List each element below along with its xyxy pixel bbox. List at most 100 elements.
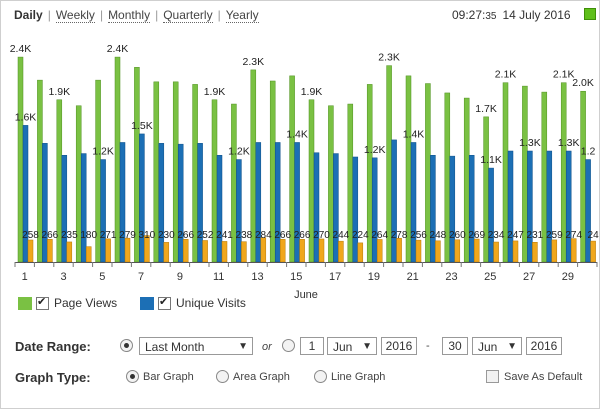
from-month-select[interactable]: Jun ▼ — [327, 337, 377, 355]
range-preset-select[interactable]: Last Month ▼ — [139, 337, 253, 355]
bar-unique-visits — [313, 152, 320, 263]
bar-unique-visits — [449, 155, 456, 263]
data-label: 1.6K — [15, 111, 37, 123]
bar-series-3 — [570, 238, 577, 263]
data-label: 247 — [507, 230, 524, 241]
tab-separator: | — [217, 8, 221, 22]
data-label: 270 — [313, 230, 330, 241]
data-label: 266 — [42, 230, 59, 241]
data-label: 230 — [158, 230, 175, 241]
data-label: 235 — [61, 230, 78, 241]
data-label: 1.9K — [204, 86, 226, 98]
data-label: 24 — [588, 230, 600, 241]
bar-series-3 — [279, 239, 286, 263]
chevron-down-icon: ▼ — [362, 341, 372, 352]
legend-label: Page Views — [54, 296, 118, 310]
bar-unique-visits — [430, 155, 436, 263]
bar-unique-visits — [177, 143, 184, 263]
bar-series-3 — [260, 237, 267, 263]
bar-unique-visits — [255, 142, 262, 263]
bar-series-3 — [124, 237, 131, 263]
clock-time: 09:27: — [452, 8, 486, 22]
unique-visits-swatch — [140, 296, 154, 310]
data-label: 1.5K — [131, 120, 153, 132]
bar-unique-visits — [22, 125, 29, 263]
data-label: 279 — [119, 230, 136, 241]
bar-series-3 — [338, 240, 344, 263]
graph-type-label: Graph Type: — [15, 370, 91, 385]
bar-unique-visits — [61, 155, 68, 263]
data-label: 244 — [333, 230, 350, 241]
chevron-down-icon: ▼ — [507, 341, 517, 352]
bar-series-3 — [318, 238, 325, 263]
bar-series-3 — [27, 239, 34, 263]
x-tick-label: 29 — [562, 271, 574, 283]
to-day-input[interactable]: 30 — [442, 337, 468, 355]
bar-unique-visits — [565, 150, 572, 263]
tab-separator: | — [47, 8, 51, 22]
bar-chart: 1 3 5 7 9 11 13 15 17 19 21 23 25 27 29June2.4K1.9K2.4… — [10, 43, 600, 300]
bar-unique-visits — [488, 167, 494, 263]
bar-unique-visits — [119, 142, 126, 263]
from-day-input[interactable]: 1 — [300, 337, 324, 355]
tab-yearly[interactable]: Yearly — [225, 8, 259, 23]
custom-range-radio[interactable] — [282, 339, 295, 352]
bar-graph-radio[interactable] — [126, 370, 139, 383]
data-label: 180 — [80, 230, 97, 241]
bar-unique-visits — [527, 150, 533, 263]
data-label: 1.9K — [48, 86, 70, 98]
x-tick-label: 11 — [213, 271, 224, 283]
bar-unique-visits — [546, 150, 553, 263]
bar-unique-visits — [80, 153, 87, 263]
or-label: or — [262, 341, 272, 353]
line-graph-radio[interactable] — [314, 370, 327, 383]
clock-date: 14 July 2016 — [502, 8, 571, 22]
x-tick-label: 19 — [368, 271, 380, 283]
data-label: 248 — [430, 230, 447, 241]
bar-series-3 — [299, 239, 305, 263]
to-year-input[interactable]: 2016 — [526, 337, 562, 355]
tab-monthly[interactable]: Monthly — [108, 8, 151, 23]
range-preset-radio[interactable] — [120, 339, 133, 352]
x-tick-label: 9 — [177, 271, 183, 283]
legend-page-views[interactable]: Page Views — [18, 295, 118, 310]
tab-daily[interactable]: Daily — [14, 8, 43, 22]
bar-unique-visits — [42, 143, 48, 263]
clock-seconds: 35 — [485, 11, 497, 22]
page-views-checkbox[interactable] — [36, 295, 49, 310]
data-label: 260 — [449, 230, 466, 241]
data-label: 2.0K — [572, 77, 594, 89]
tab-weekly[interactable]: Weekly — [55, 8, 95, 23]
save-default-checkbox[interactable] — [486, 370, 499, 383]
data-label: 278 — [391, 230, 408, 241]
to-month-select[interactable]: Jun ▼ — [472, 337, 522, 355]
data-label: 234 — [488, 230, 505, 241]
area-graph-radio[interactable] — [216, 370, 229, 383]
legend-unique-visits[interactable]: Unique Visits — [140, 295, 246, 310]
range-preset-value: Last Month — [145, 340, 205, 354]
data-label: 1.3K — [519, 137, 541, 149]
bar-unique-visits — [333, 153, 339, 263]
data-label: 266 — [274, 230, 291, 241]
data-label: 1.4K — [403, 128, 425, 140]
x-tick-label: 21 — [407, 271, 419, 283]
data-label: 256 — [410, 230, 427, 241]
from-year-input[interactable]: 2016 — [381, 337, 417, 355]
bar-series-3 — [85, 246, 92, 263]
data-label: 1.7K — [475, 103, 497, 115]
x-tick-label: 25 — [484, 271, 496, 283]
data-label: 271 — [100, 230, 117, 241]
data-label: 1.2 — [581, 146, 596, 158]
data-label: 2.4K — [107, 43, 129, 55]
unique-visits-checkbox[interactable] — [158, 295, 171, 310]
data-label: 252 — [197, 230, 214, 241]
bar-series-3 — [396, 238, 402, 263]
tab-quarterly[interactable]: Quarterly — [163, 8, 213, 23]
data-label: 1.2K — [364, 144, 386, 156]
data-label: 1.2K — [228, 146, 250, 158]
data-label: 310 — [139, 230, 156, 241]
bar-series-3 — [532, 242, 538, 263]
from-month-value: Jun — [333, 340, 353, 354]
data-label: 2.4K — [10, 43, 32, 55]
data-label: 241 — [216, 230, 233, 241]
